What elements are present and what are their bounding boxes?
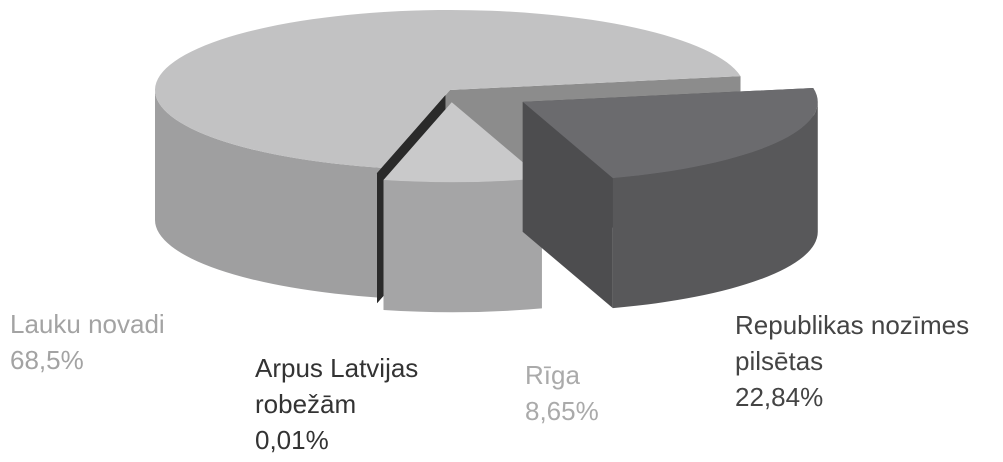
category-label: Arpus Latvijas robežām bbox=[255, 353, 419, 419]
value-label: 22,84% bbox=[735, 382, 824, 412]
slice-side bbox=[155, 90, 382, 298]
slice-side bbox=[383, 178, 542, 313]
slice bbox=[522, 88, 818, 179]
slice bbox=[383, 102, 542, 313]
slice-label: Rīga 8,65% bbox=[525, 357, 645, 429]
slice bbox=[155, 10, 741, 168]
slice-label: Arpus Latvijas robežām 0,01% bbox=[255, 350, 455, 458]
value-label: 0,01% bbox=[255, 425, 329, 455]
slice-label: Republikas nozīmes pilsētas 22,84% bbox=[735, 307, 1003, 415]
slice bbox=[383, 102, 542, 183]
slice-side bbox=[612, 101, 818, 309]
value-label: 68,5% bbox=[10, 345, 84, 375]
category-label: Lauku novadi bbox=[10, 309, 165, 339]
slice-label: Lauku novadi 68,5% bbox=[10, 306, 230, 378]
category-label: Rīga bbox=[525, 360, 580, 390]
slice bbox=[377, 95, 446, 174]
value-label: 8,65% bbox=[525, 396, 599, 426]
slice bbox=[522, 88, 818, 309]
category-label: Republikas nozīmes pilsētas bbox=[735, 310, 970, 376]
slice-wall bbox=[522, 101, 613, 309]
